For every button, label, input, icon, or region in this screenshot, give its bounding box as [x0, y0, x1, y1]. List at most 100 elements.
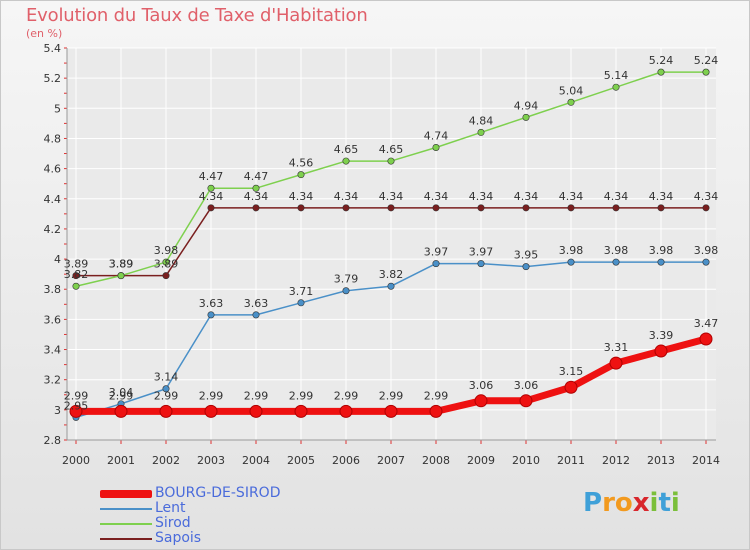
- data-label-sapois: 4.34: [199, 190, 224, 203]
- data-label-sapois: 3.89: [109, 258, 134, 271]
- legend-item-sapois[interactable]: Sapois: [100, 531, 280, 546]
- data-point-bourg-de-sirod: [609, 356, 623, 370]
- data-point-sirod: [522, 113, 530, 121]
- data-point-sapois: [72, 272, 80, 280]
- x-tick-label: 2010: [512, 454, 540, 467]
- data-point-lent: [657, 258, 665, 266]
- legend-label-lent: Lent: [155, 500, 186, 516]
- data-point-sapois: [207, 204, 215, 212]
- data-point-bourg-de-sirod: [429, 404, 443, 418]
- data-point-sirod: [207, 184, 215, 192]
- data-label-lent: 3.63: [199, 297, 224, 310]
- brand-letter: r: [602, 488, 615, 518]
- data-label-lent: 3.79: [334, 273, 359, 286]
- data-label-sapois: 4.34: [244, 190, 269, 203]
- data-point-sapois: [252, 204, 260, 212]
- data-label-bourg-de-sirod: 3.15: [559, 365, 584, 378]
- data-label-bourg-de-sirod: 3.06: [469, 379, 494, 392]
- y-tick-label: 4.6: [44, 163, 62, 176]
- data-point-sapois: [567, 204, 575, 212]
- data-point-sirod: [657, 68, 665, 76]
- legend: BOURG-DE-SIROD Lent Sirod Sapois: [100, 486, 280, 546]
- x-tick-label: 2001: [107, 454, 135, 467]
- data-label-lent: 3.82: [379, 268, 404, 281]
- data-label-sapois: 4.34: [289, 190, 314, 203]
- brand-letter: P: [583, 488, 603, 518]
- data-label-sapois: 3.89: [64, 258, 89, 271]
- legend-swatch-lent: [100, 507, 152, 510]
- data-point-sapois: [162, 272, 170, 280]
- data-label-lent: 3.14: [154, 371, 179, 384]
- y-tick-label: 4.8: [44, 132, 62, 145]
- x-tick-label: 2002: [152, 454, 180, 467]
- legend-swatch-sirod: [100, 522, 152, 525]
- data-point-sapois: [432, 204, 440, 212]
- y-tick-label: 5.4: [44, 42, 62, 55]
- data-label-bourg-de-sirod: 2.99: [199, 389, 224, 402]
- data-point-lent: [342, 287, 350, 295]
- data-point-lent: [567, 258, 575, 266]
- data-point-lent: [432, 260, 440, 268]
- x-tick-label: 2008: [422, 454, 450, 467]
- y-tick-label: 3.2: [44, 374, 62, 387]
- legend-item-bourg-de-sirod[interactable]: BOURG-DE-SIROD: [100, 486, 280, 501]
- data-label-bourg-de-sirod: 3.31: [604, 341, 629, 354]
- data-point-lent: [162, 385, 170, 393]
- data-label-sirod: 4.94: [514, 99, 539, 112]
- y-tick-label: 5: [54, 102, 61, 115]
- data-label-sirod: 4.74: [424, 130, 449, 143]
- data-point-bourg-de-sirod: [384, 404, 398, 418]
- x-tick-label: 2000: [62, 454, 90, 467]
- data-label-lent: 3.63: [244, 297, 269, 310]
- chart-unit: (en %): [26, 27, 63, 40]
- data-point-bourg-de-sirod: [654, 344, 668, 358]
- data-label-lent: 3.97: [424, 246, 449, 259]
- data-point-lent: [252, 311, 260, 319]
- x-tick-label: 2003: [197, 454, 225, 467]
- brand-letter: o: [614, 488, 633, 518]
- data-label-bourg-de-sirod: 2.99: [379, 389, 404, 402]
- y-tick-label: 3: [54, 404, 61, 417]
- data-label-sirod: 4.65: [379, 143, 404, 156]
- y-tick-label: 4.4: [44, 193, 62, 206]
- data-label-sirod: 4.47: [199, 170, 224, 183]
- data-label-bourg-de-sirod: 2.99: [244, 389, 269, 402]
- data-label-sirod: 3.89: [109, 258, 134, 271]
- legend-swatch-bourg-de-sirod: [100, 489, 152, 498]
- data-point-bourg-de-sirod: [159, 404, 173, 418]
- data-point-lent: [477, 260, 485, 268]
- data-label-lent: 3.98: [604, 244, 629, 257]
- data-label-sirod: 4.47: [244, 170, 269, 183]
- x-tick-label: 2013: [647, 454, 675, 467]
- y-tick-label: 3.6: [44, 313, 62, 326]
- data-label-sirod: 4.65: [334, 143, 359, 156]
- data-label-lent: 3.71: [289, 285, 314, 298]
- data-point-sirod: [342, 157, 350, 165]
- data-label-sirod: 3.98: [154, 244, 179, 257]
- x-tick-label: 2004: [242, 454, 270, 467]
- legend-item-sirod[interactable]: Sirod: [100, 516, 280, 531]
- data-label-bourg-de-sirod: 3.06: [514, 379, 539, 392]
- data-label-sirod: 5.04: [559, 84, 584, 97]
- x-tick-label: 2005: [287, 454, 315, 467]
- data-point-sapois: [702, 204, 710, 212]
- y-tick-label: 2.8: [44, 434, 62, 447]
- y-tick-label: 4.2: [44, 223, 62, 236]
- y-tick-label: 4: [54, 253, 61, 266]
- legend-item-lent[interactable]: Lent: [100, 501, 280, 516]
- data-point-bourg-de-sirod: [474, 394, 488, 408]
- data-label-lent: 3.95: [514, 249, 539, 262]
- data-point-sirod: [162, 258, 170, 266]
- x-tick-label: 2006: [332, 454, 360, 467]
- data-point-sirod: [432, 144, 440, 152]
- data-point-sirod: [612, 83, 620, 91]
- data-point-sirod: [702, 68, 710, 76]
- data-label-lent: 3.97: [469, 246, 494, 259]
- y-tick-label: 3.4: [44, 344, 62, 357]
- data-point-bourg-de-sirod: [294, 404, 308, 418]
- data-point-sirod: [117, 272, 125, 280]
- data-label-sapois: 4.34: [424, 190, 449, 203]
- data-label-sirod: 4.84: [469, 114, 494, 127]
- data-label-lent: 3.98: [694, 244, 719, 257]
